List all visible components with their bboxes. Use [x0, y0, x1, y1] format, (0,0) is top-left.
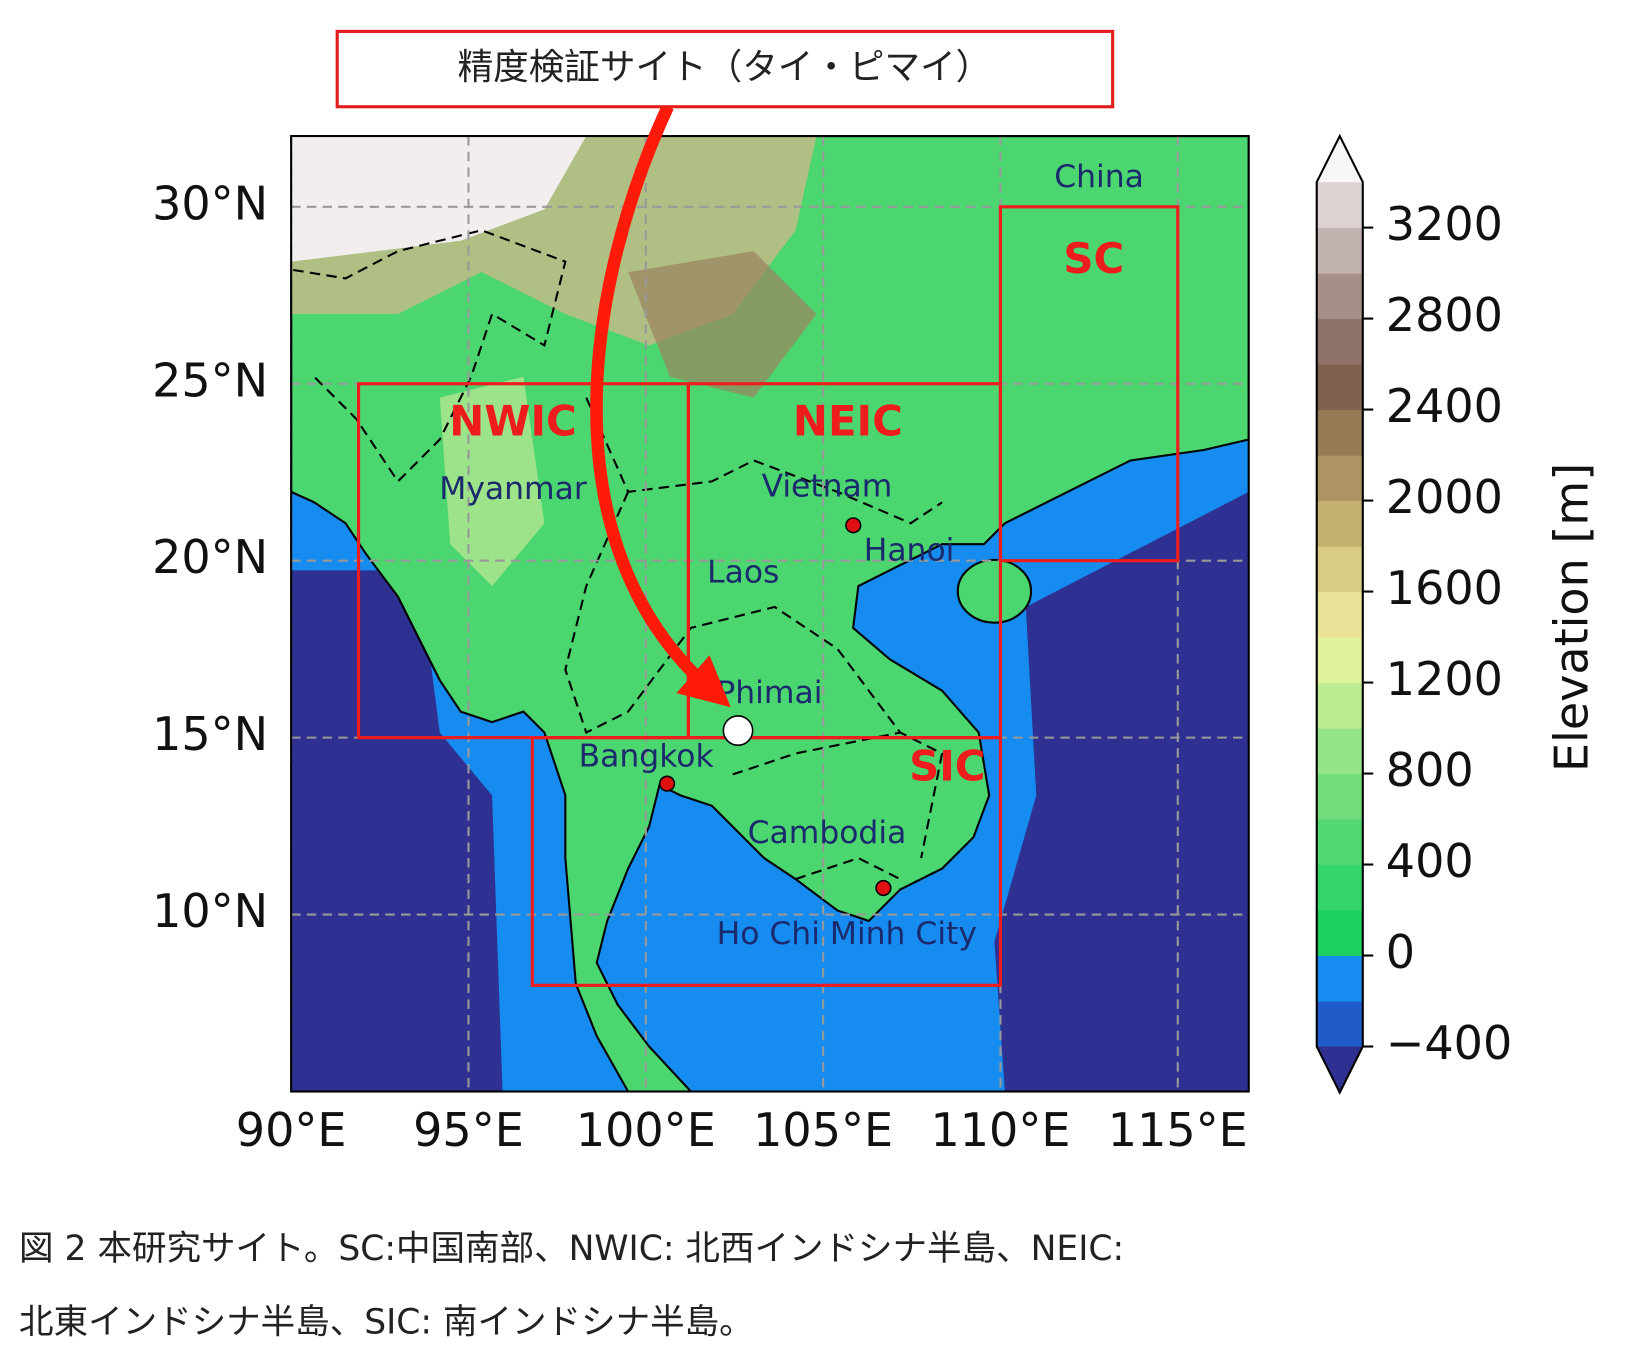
colorbar-tick-label: 1600 [1386, 561, 1503, 615]
region-label: NEIC [793, 396, 903, 445]
y-tick-label: 30°N [152, 176, 268, 230]
colorbar-tick-label: 3200 [1386, 197, 1503, 251]
region-label: SC [1063, 234, 1124, 283]
colorbar-band [1316, 819, 1363, 866]
colorbar-tick-label: 2000 [1386, 470, 1503, 524]
city-marker [875, 879, 892, 897]
region-label: NWIC [449, 396, 577, 445]
x-tick-label: 115°E [1108, 1103, 1248, 1157]
colorbar-tick-label: 400 [1386, 834, 1474, 888]
colorbar-band [1316, 773, 1363, 820]
country-label: China [1054, 159, 1144, 195]
overlay: SC NWIC NEIC SIC China Myanmar Vietnam Laos Camb… [356, 159, 1180, 987]
colorbar-tick-label: 0 [1386, 925, 1415, 979]
x-tick-label: 105°E [753, 1103, 893, 1157]
colorbar-under [1316, 1046, 1363, 1093]
colorbar-over [1316, 136, 1363, 183]
city-label: Hanoi [864, 532, 955, 568]
x-tick-label: 95°E [413, 1103, 524, 1157]
colorbar-band [1316, 500, 1363, 547]
city-marker [722, 715, 754, 746]
colorbar-band [1316, 864, 1363, 911]
caption-line: 北東インドシナ半島、SIC: 南インドシナ半島。 [19, 1302, 754, 1342]
caption-line: 図 2 本研究サイト。SC:中国南部、NWIC: 北西インドシナ半島、NEIC: [19, 1229, 1124, 1269]
colorbar-tick-label: 2800 [1386, 288, 1503, 342]
y-tick-label: 15°N [152, 707, 268, 761]
country-label: Myanmar [439, 471, 587, 507]
colorbar-band [1316, 227, 1363, 274]
colorbar-band [1316, 637, 1363, 684]
colorbar-tick-label: 2400 [1386, 379, 1503, 433]
colorbar: −400 0 400 800 1200 1600 2000 2400 2800 3200 [1315, 133, 1512, 1095]
colorbar-band [1316, 1001, 1363, 1048]
y-tick-label: 20°N [152, 530, 268, 584]
callout-box [335, 29, 1115, 109]
colorbar-band [1316, 318, 1363, 365]
x-tick-label: 90°E [236, 1103, 347, 1157]
colorbar-tick-label: 1200 [1386, 652, 1503, 706]
city-label: Phimai [716, 675, 822, 711]
x-tick-label: 100°E [576, 1103, 716, 1157]
colorbar-label: Elevation [m] [1545, 463, 1599, 772]
colorbar-band [1316, 455, 1363, 502]
y-tick-label: 25°N [152, 353, 268, 407]
colorbar-band [1316, 682, 1363, 729]
colorbar-band [1316, 591, 1363, 638]
colorbar-band [1316, 273, 1363, 320]
city-label: Ho Chi Minh City [717, 916, 977, 952]
country-label: Laos [707, 554, 779, 590]
colorbar-band [1316, 182, 1363, 229]
colorbar-band [1316, 546, 1363, 593]
region-box [530, 736, 1003, 987]
terrain [291, 136, 1249, 1092]
city-marker [658, 775, 676, 792]
colorbar-tick-label: −400 [1386, 1016, 1512, 1070]
city-label: Bangkok [579, 738, 715, 774]
colorbar-band [1316, 364, 1363, 411]
colorbar-tick-label: 800 [1386, 743, 1474, 797]
colorbar-band [1316, 910, 1363, 957]
region-label: SIC [909, 742, 985, 791]
callout-text: 精度検証サイト（タイ・ピマイ） [458, 47, 992, 88]
city-marker [845, 517, 862, 534]
colorbar-band [1316, 728, 1363, 775]
colorbar-band [1316, 409, 1363, 456]
country-label: Cambodia [748, 815, 907, 851]
callout-arrow [590, 104, 731, 708]
y-tick-label: 10°N [152, 884, 268, 938]
colorbar-band [1316, 955, 1363, 1002]
x-tick-label: 110°E [930, 1103, 1070, 1157]
map-frame [290, 135, 1250, 1093]
country-label: Vietnam [762, 469, 893, 505]
